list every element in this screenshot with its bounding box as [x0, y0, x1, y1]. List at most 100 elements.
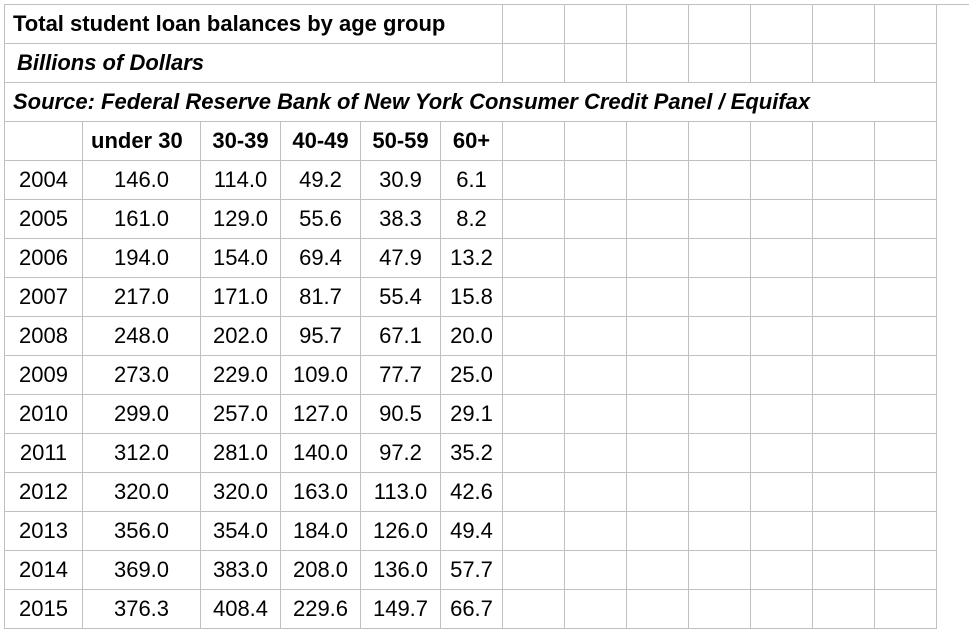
empty-cell: [751, 5, 813, 44]
empty-cell: [565, 5, 627, 44]
empty-cell: [503, 356, 565, 395]
empty-cell: [565, 278, 627, 317]
data-cell: 20.0: [441, 317, 503, 356]
empty-cell: [689, 5, 751, 44]
data-cell: 161.0: [83, 200, 201, 239]
year-cell: 2014: [5, 551, 83, 590]
data-cell: 248.0: [83, 317, 201, 356]
empty-cell: [875, 122, 937, 161]
empty-cell: [503, 278, 565, 317]
empty-cell: [875, 239, 937, 278]
data-cell: 149.7: [361, 590, 441, 629]
empty-cell: [751, 356, 813, 395]
data-cell: 67.1: [361, 317, 441, 356]
data-cell: 171.0: [201, 278, 281, 317]
empty-cell: [813, 122, 875, 161]
empty-cell: [875, 161, 937, 200]
data-cell: 312.0: [83, 434, 201, 473]
empty-cell: [565, 161, 627, 200]
empty-cell: [503, 512, 565, 551]
empty-cell: [875, 590, 937, 629]
empty-cell: [813, 278, 875, 317]
empty-cell: [689, 200, 751, 239]
empty-cell: [503, 122, 565, 161]
empty-cell: [503, 473, 565, 512]
data-cell: 217.0: [83, 278, 201, 317]
data-cell: 42.6: [441, 473, 503, 512]
empty-cell: [751, 434, 813, 473]
empty-cell: [627, 317, 689, 356]
empty-cell: [875, 317, 937, 356]
empty-cell: [627, 200, 689, 239]
empty-cell: [875, 512, 937, 551]
empty-cell: [813, 44, 875, 83]
empty-cell: [751, 44, 813, 83]
year-cell: 2010: [5, 395, 83, 434]
empty-cell: [503, 317, 565, 356]
empty-cell: [565, 473, 627, 512]
data-cell: 320.0: [201, 473, 281, 512]
empty-cell: [627, 395, 689, 434]
empty-cell: [813, 434, 875, 473]
data-cell: 13.2: [441, 239, 503, 278]
data-cell: 163.0: [281, 473, 361, 512]
empty-cell: [689, 395, 751, 434]
empty-cell: [751, 278, 813, 317]
table-title: Total student loan balances by age group: [5, 5, 503, 44]
table-subtitle: Billions of Dollars: [5, 44, 503, 83]
empty-cell: [689, 512, 751, 551]
year-cell: 2004: [5, 161, 83, 200]
empty-cell: [689, 278, 751, 317]
data-cell: 113.0: [361, 473, 441, 512]
year-cell: 2006: [5, 239, 83, 278]
empty-cell: [875, 44, 937, 83]
empty-cell: [751, 317, 813, 356]
data-cell: 281.0: [201, 434, 281, 473]
data-cell: 354.0: [201, 512, 281, 551]
data-cell: 35.2: [441, 434, 503, 473]
empty-cell: [565, 590, 627, 629]
data-cell: 229.0: [201, 356, 281, 395]
data-cell: 383.0: [201, 551, 281, 590]
empty-cell: [565, 356, 627, 395]
data-cell: 47.9: [361, 239, 441, 278]
empty-cell: [565, 44, 627, 83]
empty-cell: [689, 161, 751, 200]
empty-cell: [751, 200, 813, 239]
data-cell: 38.3: [361, 200, 441, 239]
data-cell: 109.0: [281, 356, 361, 395]
empty-cell: [813, 200, 875, 239]
empty-cell: [875, 278, 937, 317]
empty-cell: [503, 395, 565, 434]
empty-cell: [503, 434, 565, 473]
data-cell: 6.1: [441, 161, 503, 200]
year-cell: 2005: [5, 200, 83, 239]
data-cell: 202.0: [201, 317, 281, 356]
empty-cell: [875, 200, 937, 239]
empty-cell: [813, 356, 875, 395]
data-cell: 55.6: [281, 200, 361, 239]
data-cell: 194.0: [83, 239, 201, 278]
spreadsheet-grid: Total student loan balances by age group…: [4, 4, 969, 629]
empty-cell: [689, 434, 751, 473]
data-cell: 140.0: [281, 434, 361, 473]
data-cell: 69.4: [281, 239, 361, 278]
empty-cell: [875, 473, 937, 512]
empty-cell: [689, 317, 751, 356]
data-cell: 30.9: [361, 161, 441, 200]
data-cell: 57.7: [441, 551, 503, 590]
year-cell: 2012: [5, 473, 83, 512]
year-cell: 2011: [5, 434, 83, 473]
data-cell: 369.0: [83, 551, 201, 590]
empty-cell: [813, 551, 875, 590]
empty-cell: [503, 5, 565, 44]
empty-cell: [503, 239, 565, 278]
data-cell: 77.7: [361, 356, 441, 395]
column-header: under 30: [83, 122, 201, 161]
data-cell: 29.1: [441, 395, 503, 434]
empty-cell: [875, 356, 937, 395]
data-cell: 299.0: [83, 395, 201, 434]
empty-cell: [627, 239, 689, 278]
empty-cell: [565, 122, 627, 161]
empty-cell: [627, 356, 689, 395]
